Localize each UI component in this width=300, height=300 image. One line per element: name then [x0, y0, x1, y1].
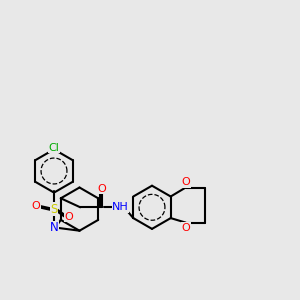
Text: O: O: [181, 177, 190, 187]
Text: O: O: [32, 201, 40, 211]
Text: O: O: [64, 212, 74, 222]
Text: NH: NH: [112, 202, 129, 212]
Text: S: S: [50, 202, 58, 216]
Text: O: O: [98, 184, 106, 194]
Text: O: O: [181, 223, 190, 233]
Text: N: N: [50, 221, 58, 234]
Text: Cl: Cl: [49, 143, 59, 153]
